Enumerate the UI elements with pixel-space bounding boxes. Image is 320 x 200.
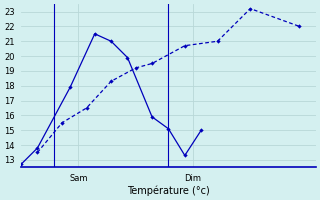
X-axis label: Température (°c): Température (°c) bbox=[127, 185, 210, 196]
